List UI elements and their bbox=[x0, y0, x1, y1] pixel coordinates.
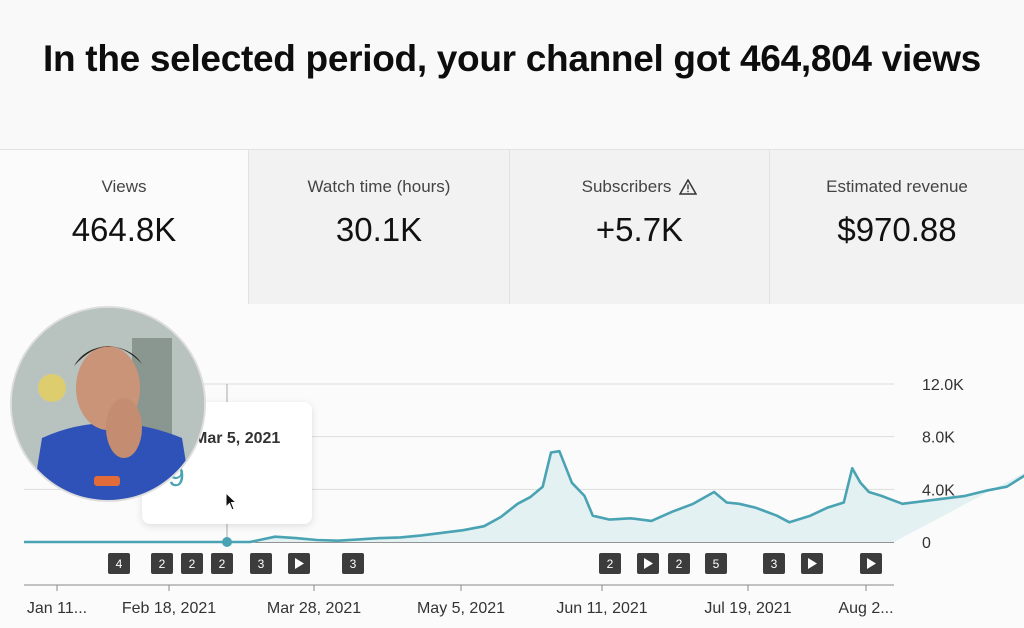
card-views-label: Views bbox=[101, 177, 147, 196]
y-tick-label: 0 bbox=[922, 535, 931, 552]
card-revenue[interactable]: Estimated revenue $970.88 bbox=[770, 149, 1024, 304]
svg-text:5: 5 bbox=[713, 557, 720, 571]
x-tick-label: Jul 19, 2021 bbox=[704, 600, 791, 617]
card-revenue-value: $970.88 bbox=[837, 211, 957, 248]
tooltip-date: Mar 5, 2021 bbox=[194, 430, 281, 447]
mouse-cursor-icon bbox=[225, 492, 238, 511]
video-marker: 2 bbox=[599, 553, 621, 574]
video-marker: 3 bbox=[250, 553, 272, 574]
warning-icon[interactable] bbox=[679, 179, 698, 195]
card-subscribers-label: Subscribers bbox=[581, 177, 672, 196]
video-marker: 2 bbox=[181, 553, 203, 574]
metric-cards: Views 464.8K Watch time (hours) 30.1K Su… bbox=[0, 149, 1024, 304]
video-marker: 5 bbox=[705, 553, 727, 574]
presenter-webcam-avatar bbox=[10, 306, 206, 502]
card-views[interactable]: Views 464.8K bbox=[0, 149, 249, 304]
svg-text:2: 2 bbox=[219, 557, 226, 571]
video-marker bbox=[288, 553, 310, 574]
x-tick-label: May 5, 2021 bbox=[417, 600, 505, 617]
svg-text:3: 3 bbox=[350, 557, 357, 571]
card-subscribers-value: +5.7K bbox=[595, 211, 684, 248]
views-chart-svg: 12.0K 8.0K 4.0K 0 4 2 2 2 3 3 2 2 5 3 Jan 11... Feb 18,… bbox=[24, 377, 1024, 617]
video-marker: 4 bbox=[108, 553, 130, 574]
svg-text:3: 3 bbox=[258, 557, 265, 571]
video-marker: 2 bbox=[211, 553, 233, 574]
video-marker: 3 bbox=[342, 553, 364, 574]
card-revenue-label: Estimated revenue bbox=[826, 177, 968, 196]
x-tick-label: Feb 18, 2021 bbox=[122, 600, 216, 617]
card-watch-time-label: Watch time (hours) bbox=[307, 177, 451, 196]
video-marker bbox=[801, 553, 823, 574]
x-tick-label: Jan 11... bbox=[27, 600, 87, 617]
views-area bbox=[24, 451, 1024, 542]
y-tick-label: 8.0K bbox=[922, 430, 955, 447]
hover-point bbox=[222, 537, 232, 547]
y-tick-label: 4.0K bbox=[922, 482, 955, 499]
card-views-value: 464.8K bbox=[71, 211, 177, 248]
svg-text:2: 2 bbox=[676, 557, 683, 571]
svg-text:2: 2 bbox=[159, 557, 166, 571]
views-line bbox=[24, 449, 1024, 544]
svg-text:2: 2 bbox=[607, 557, 614, 571]
svg-text:4: 4 bbox=[116, 557, 123, 571]
video-marker: 2 bbox=[668, 553, 690, 574]
video-marker bbox=[860, 553, 882, 574]
video-marker: 3 bbox=[763, 553, 785, 574]
video-marker: 2 bbox=[151, 553, 173, 574]
headline: In the selected period, your channel got… bbox=[43, 38, 981, 79]
card-subscribers[interactable]: Subscribers +5.7K bbox=[510, 149, 770, 304]
svg-text:3: 3 bbox=[771, 557, 778, 571]
card-watch-time[interactable]: Watch time (hours) 30.1K bbox=[249, 149, 510, 304]
card-watch-time-value: 30.1K bbox=[335, 211, 423, 248]
y-tick-label: 12.0K bbox=[922, 377, 964, 394]
x-tick-label: Mar 28, 2021 bbox=[267, 600, 361, 617]
x-tick-label: Aug 2... bbox=[838, 600, 893, 617]
svg-text:2: 2 bbox=[189, 557, 196, 571]
x-tick-label: Jun 11, 2021 bbox=[556, 600, 647, 617]
video-marker bbox=[637, 553, 659, 574]
